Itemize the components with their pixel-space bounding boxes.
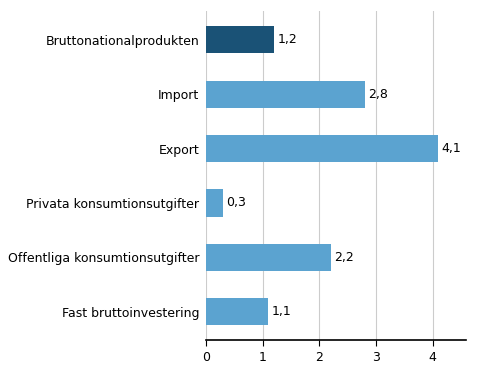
Text: 1,1: 1,1 xyxy=(272,305,292,318)
Text: 2,8: 2,8 xyxy=(368,88,388,101)
Bar xyxy=(206,189,223,217)
Text: 2,2: 2,2 xyxy=(334,251,354,264)
Bar xyxy=(206,26,274,53)
Bar xyxy=(206,81,365,108)
Bar xyxy=(206,135,438,162)
Bar xyxy=(206,298,269,325)
Text: 0,3: 0,3 xyxy=(226,197,246,209)
Text: 4,1: 4,1 xyxy=(441,142,462,155)
Text: 1,2: 1,2 xyxy=(277,33,297,46)
Bar xyxy=(206,244,330,271)
